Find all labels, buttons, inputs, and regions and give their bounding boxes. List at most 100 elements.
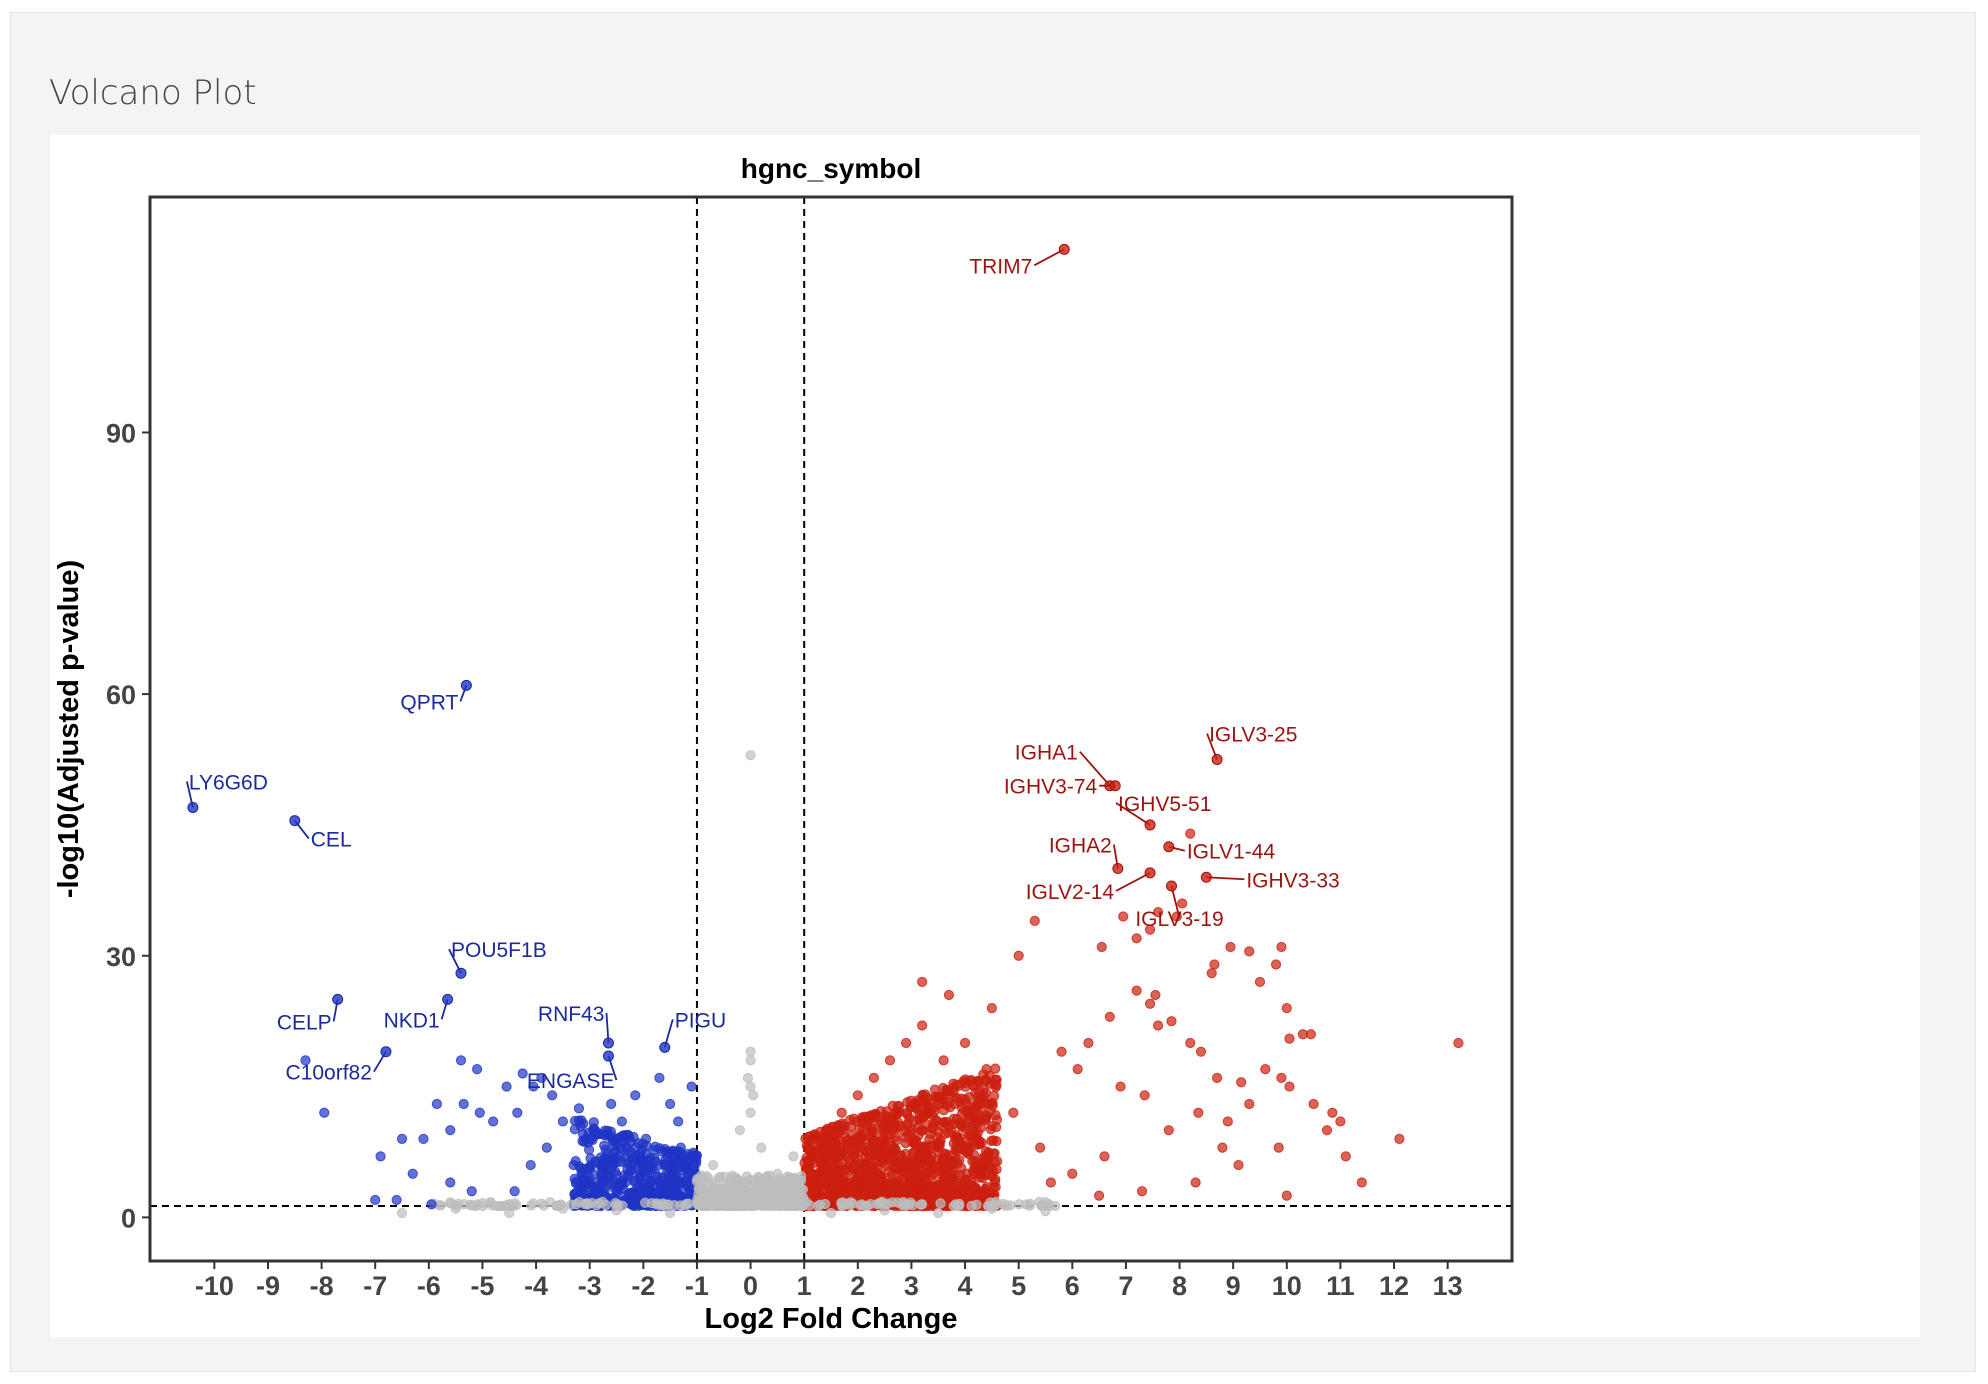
up-point: [1190, 1177, 1201, 1188]
up-point: [892, 1100, 904, 1112]
down-point: [622, 1129, 634, 1140]
ns-point: [396, 1207, 408, 1219]
ns-point: [734, 1125, 745, 1136]
x-tick-label: 1: [797, 1271, 812, 1301]
down-point: [650, 1156, 661, 1167]
ns-point: [611, 1205, 622, 1216]
up-point: [895, 1121, 906, 1132]
up-point: [959, 1175, 970, 1186]
up-point: [940, 1148, 952, 1160]
x-tick-label: -3: [578, 1271, 602, 1301]
up-point: [928, 1118, 939, 1129]
up-point: [989, 1176, 1000, 1187]
up-point: [1067, 1168, 1078, 1179]
down-point: [583, 1144, 595, 1155]
up-point: [1115, 1081, 1126, 1092]
down-labeled-point: [289, 815, 301, 827]
up-point: [956, 1162, 967, 1174]
x-tick-label: 0: [743, 1271, 758, 1301]
ns-point: [491, 1200, 503, 1212]
up-point: [917, 1020, 928, 1031]
down-point: [536, 1072, 547, 1083]
ns-point: [935, 1198, 946, 1209]
up-point: [1254, 976, 1266, 988]
up-point: [961, 1188, 972, 1199]
down-point: [407, 1168, 418, 1179]
x-tick-label: 13: [1433, 1271, 1463, 1301]
up-point: [1185, 828, 1196, 839]
up-point: [992, 1156, 1003, 1167]
ns-point: [793, 1180, 804, 1191]
up-point: [1131, 933, 1142, 944]
down-point: [643, 1181, 654, 1192]
up-point: [1008, 1107, 1019, 1118]
down-point: [675, 1142, 686, 1153]
down-point: [319, 1107, 330, 1118]
down-point: [445, 1125, 456, 1136]
x-tick-label: -10: [195, 1271, 234, 1301]
ns-point: [1040, 1206, 1051, 1217]
y-axis-title: -log10(Adjusted p-value): [53, 560, 85, 898]
up-point: [1193, 1107, 1204, 1118]
label-leader-line: [1115, 802, 1151, 826]
ns-point: [718, 1177, 729, 1188]
x-tick-label: 11: [1326, 1271, 1355, 1301]
down-point: [631, 1142, 642, 1153]
up-labeled-point: [1144, 867, 1156, 879]
x-tick-label: 3: [904, 1271, 919, 1301]
down-point: [616, 1116, 627, 1127]
gene-label: ENGASE: [527, 1070, 615, 1093]
ns-point: [742, 1072, 753, 1083]
up-point: [863, 1186, 874, 1197]
ns-point: [1024, 1200, 1035, 1211]
up-point: [1273, 1142, 1284, 1153]
up-point: [902, 1109, 913, 1120]
y-tick-label: 60: [106, 680, 136, 710]
up-point: [859, 1113, 870, 1124]
down-point: [445, 1177, 456, 1188]
up-point: [1195, 1046, 1207, 1057]
up-point: [1276, 941, 1287, 953]
ns-point: [772, 1168, 783, 1179]
up-point: [809, 1177, 821, 1188]
gene-label: CELP: [277, 1011, 332, 1034]
plot-card: hgnc_symbol TRIM7 QPRT LY6G6D CEL POU5F1B CELP…: [50, 135, 1920, 1337]
x-tick-label: -1: [685, 1271, 709, 1301]
up-point: [926, 1109, 937, 1120]
ns-point: [745, 750, 756, 761]
down-point: [599, 1140, 610, 1151]
ns-point: [665, 1207, 676, 1219]
up-point: [1144, 998, 1156, 1009]
down-point: [677, 1178, 688, 1189]
up-point: [1225, 941, 1236, 953]
up-point: [831, 1138, 842, 1149]
ns-point: [477, 1197, 488, 1209]
down-point: [471, 1064, 483, 1075]
down-point: [610, 1166, 621, 1177]
up-point: [829, 1160, 840, 1171]
up-point: [1276, 1072, 1287, 1083]
down-point: [509, 1186, 520, 1197]
gene-label: POU5F1B: [451, 939, 547, 962]
down-point: [577, 1135, 588, 1147]
up-point: [836, 1107, 847, 1118]
down-point: [568, 1159, 579, 1171]
up-point: [1099, 1151, 1110, 1162]
ns-point: [933, 1207, 944, 1219]
down-point: [525, 1159, 536, 1171]
up-point: [917, 976, 928, 988]
up-point: [938, 1105, 949, 1116]
up-point: [868, 1072, 879, 1083]
down-point: [627, 1164, 638, 1175]
up-point: [1163, 1125, 1174, 1136]
x-tick-label: 12: [1379, 1271, 1409, 1301]
ns-point: [865, 1198, 876, 1210]
down-point: [418, 1133, 429, 1145]
up-point: [825, 1125, 837, 1136]
ns-point: [745, 1107, 756, 1118]
down-point: [370, 1194, 381, 1206]
up-point: [1233, 1159, 1244, 1171]
up-point: [903, 1181, 914, 1192]
up-point: [1453, 1037, 1464, 1049]
down-labeled-point: [380, 1046, 392, 1058]
